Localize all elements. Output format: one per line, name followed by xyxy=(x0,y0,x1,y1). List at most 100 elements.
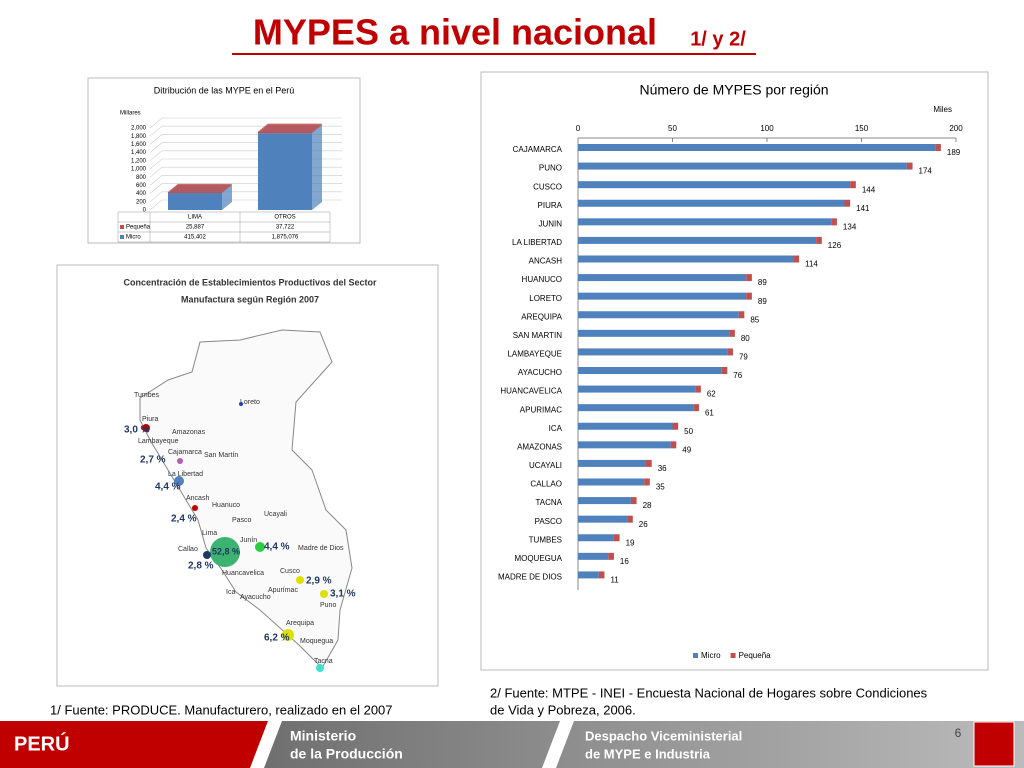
data-label: 16 xyxy=(620,557,629,566)
bar-segment xyxy=(578,497,631,505)
grid-line xyxy=(149,117,342,129)
table-header: OTROS xyxy=(274,215,295,221)
bar-segment xyxy=(613,534,620,542)
bar-segment xyxy=(646,459,652,467)
bubble xyxy=(203,551,211,559)
bar-side xyxy=(222,183,232,193)
y-tick-label: 1,800 xyxy=(131,134,147,140)
bar-segment xyxy=(693,404,699,412)
bubble xyxy=(255,542,265,552)
data-label: 80 xyxy=(741,334,750,343)
data-label: 126 xyxy=(828,241,842,250)
y-tick-label: AMAZONAS xyxy=(517,442,562,451)
x-tick-label: 50 xyxy=(668,124,677,133)
region-label: Puno xyxy=(320,602,336,609)
percent-label: 2,8 % xyxy=(188,561,214,572)
x-tick-label: 150 xyxy=(855,124,869,133)
bar-segment xyxy=(578,571,599,579)
footer-office: Despacho Viceministerial xyxy=(585,728,742,743)
bar-segment xyxy=(578,236,817,244)
data-label: 189 xyxy=(947,148,961,157)
legend-label: Pequeña xyxy=(739,651,772,660)
bar-top xyxy=(168,183,232,192)
bar-segment xyxy=(578,162,907,170)
map-labels: Tumbes Piura Lambayeque Cajamarca Amazon… xyxy=(134,392,344,665)
percent-label: 6,2 % xyxy=(264,633,290,644)
legend-label: Micro xyxy=(701,651,721,660)
y-tick-label: CAJAMARCA xyxy=(513,145,563,154)
bubble xyxy=(142,424,150,432)
y-tick-label: AREQUIPA xyxy=(521,312,562,321)
bar-segment xyxy=(608,552,614,560)
map-bubbles xyxy=(142,402,328,672)
y-tick-label: PASCO xyxy=(535,517,562,526)
bar-segment xyxy=(844,199,851,207)
y-tick-label: HUANCAVELICA xyxy=(500,387,562,396)
y-tick-label: 200 xyxy=(136,199,147,205)
bar-segment xyxy=(168,192,222,210)
percent-label: 4,4 % xyxy=(155,482,181,493)
region-label: Arequipa xyxy=(286,620,314,627)
data-label: 89 xyxy=(758,297,767,306)
bar-segment xyxy=(258,133,312,210)
bar-segment xyxy=(578,311,739,319)
bar-segment xyxy=(816,236,822,244)
bar-segment xyxy=(695,385,701,393)
footer-country: PERÚ xyxy=(14,731,70,755)
footer-ministry: Ministerio xyxy=(290,728,356,744)
region-label: Huancavelica xyxy=(222,570,264,577)
bar-segment xyxy=(578,348,728,356)
bar-segment xyxy=(729,329,735,337)
region-label: Junín xyxy=(240,537,257,544)
y-tick-label: APURIMAC xyxy=(520,405,562,414)
y-tick-label: MOQUEGUA xyxy=(514,554,562,563)
chart-title: Ditribución de las MYPE en el Perú xyxy=(154,85,295,95)
data-label: 36 xyxy=(658,464,667,473)
bar-segment xyxy=(578,329,730,337)
bar-segment xyxy=(578,292,747,300)
data-label: 35 xyxy=(656,483,665,492)
emblem xyxy=(973,721,1015,767)
bar-segment xyxy=(578,404,694,412)
bar-segment xyxy=(578,255,794,263)
region-label: La Libertad xyxy=(168,471,203,478)
data-label: 76 xyxy=(733,371,742,380)
bar-segment xyxy=(598,571,605,579)
y-tick-label: 0 xyxy=(143,208,147,214)
bar-segment xyxy=(721,367,728,374)
bar-side xyxy=(222,184,232,210)
data-label: 144 xyxy=(862,185,876,194)
bar-segment xyxy=(578,459,647,467)
bar-segment xyxy=(578,181,851,189)
y-tick-label: 1,000 xyxy=(131,167,147,173)
legend-swatch xyxy=(120,225,124,229)
bar-segment xyxy=(578,441,671,449)
bubble xyxy=(320,590,328,598)
bubble xyxy=(316,664,324,672)
y-tick-label: JUNIN xyxy=(538,219,562,228)
chart2-frame xyxy=(480,71,989,671)
percent-label: 2,9 % xyxy=(306,576,332,587)
bar-segment xyxy=(578,515,628,523)
y-tick-label: CUSCO xyxy=(533,182,562,191)
table-value: 1,875,076 xyxy=(272,235,299,241)
y-tick-label: ICA xyxy=(549,424,563,433)
bar-segment xyxy=(578,367,722,374)
region-label: Huanuco xyxy=(212,502,240,509)
percent-label: 3,0 % xyxy=(124,425,150,436)
footer-divider xyxy=(250,721,282,768)
bar-segment xyxy=(727,348,733,356)
region-label: Tumbes xyxy=(134,392,160,399)
percent-label: 52,8 % xyxy=(212,546,240,556)
y-tick-label: HUANUCO xyxy=(522,275,562,284)
table-value: 25,887 xyxy=(186,225,205,231)
bar-segment xyxy=(630,497,637,505)
region-label: Ica xyxy=(226,589,235,596)
data-label: 85 xyxy=(750,315,759,324)
y-tick-label: PUNO xyxy=(539,164,562,173)
x-tick-label: 100 xyxy=(760,124,774,133)
x-tick-label: 0 xyxy=(576,124,581,133)
bubble xyxy=(239,402,243,406)
bar-segment xyxy=(168,191,222,193)
